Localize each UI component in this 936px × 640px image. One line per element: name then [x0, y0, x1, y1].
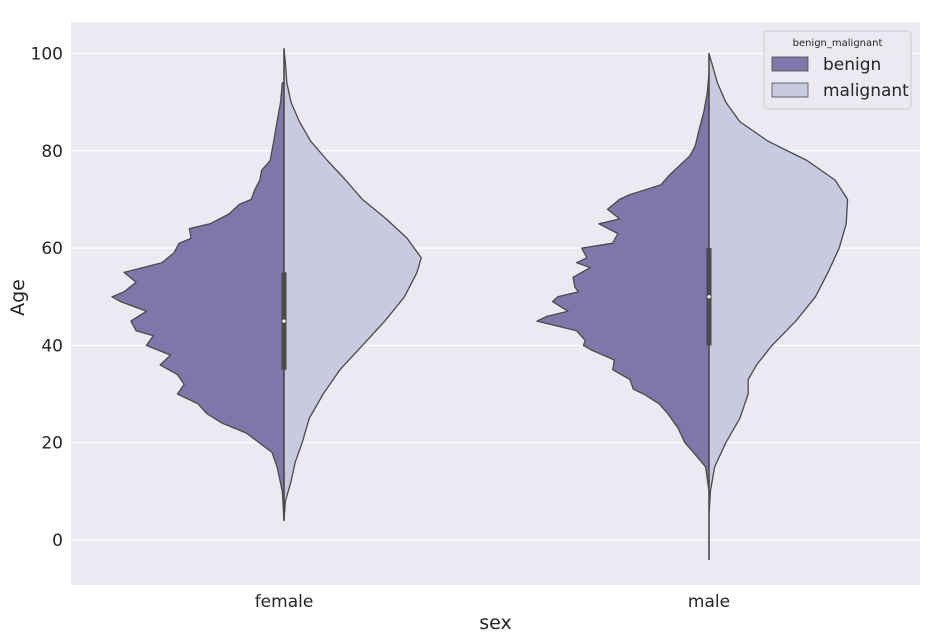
y-tick-20: 20 [41, 434, 63, 454]
legend-label-benign: benign [823, 55, 881, 75]
y-tick-0: 0 [52, 531, 63, 551]
y-axis-label: Age [7, 279, 29, 316]
y-tick-40: 40 [41, 336, 63, 356]
legend-swatch-benign [771, 56, 809, 72]
violin-female-malignant [283, 47, 422, 522]
legend-label-malignant: malignant [823, 81, 909, 101]
x-axis-label: sex [479, 612, 512, 634]
x-tick-male: male [688, 592, 730, 612]
y-tick-100: 100 [31, 45, 63, 65]
y-tick-80: 80 [41, 142, 63, 162]
y-tick-60: 60 [41, 239, 63, 259]
violins [111, 47, 849, 561]
violin-female-benign [111, 82, 285, 522]
violin-male-benign [536, 72, 710, 493]
box-markers [281, 48, 712, 560]
x-tick-labels: female male [255, 592, 730, 612]
median-male [707, 295, 711, 299]
legend-swatch-malignant [771, 82, 809, 98]
median-female [282, 319, 286, 323]
violin-male-malignant [708, 52, 849, 561]
x-tick-female: female [255, 592, 314, 612]
y-tick-labels: 0 20 40 60 80 100 [31, 45, 63, 552]
legend-title: benign_malignant [793, 38, 883, 49]
